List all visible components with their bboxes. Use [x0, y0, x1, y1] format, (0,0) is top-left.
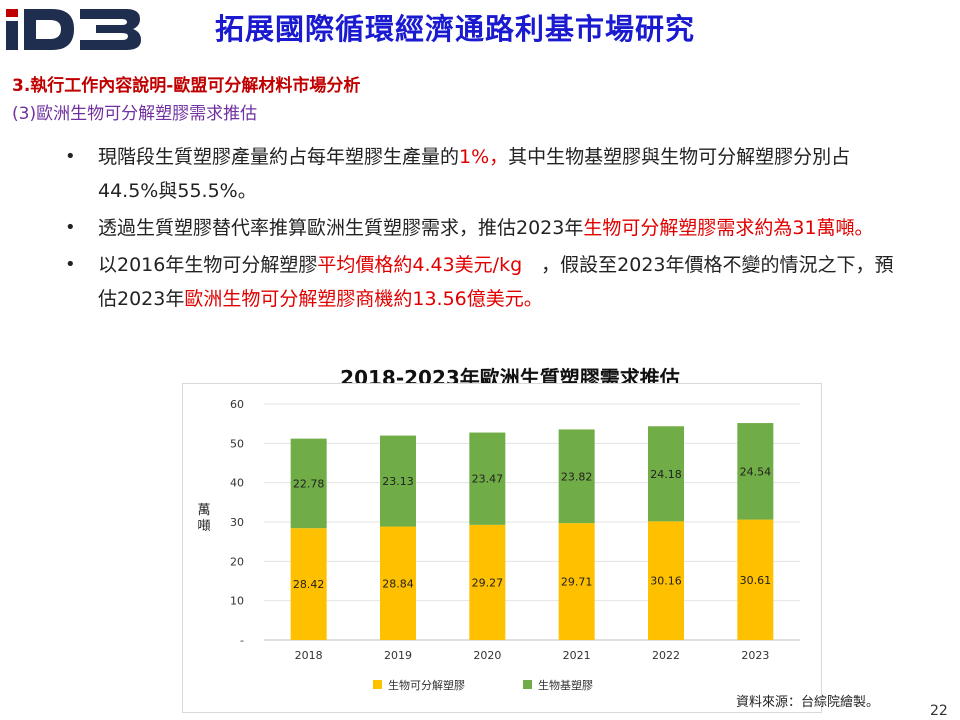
bullet-highlight: 1%， [459, 146, 509, 168]
data-label: 28.84 [382, 577, 414, 590]
bar-biodegradable [380, 526, 416, 640]
data-label: 29.27 [472, 576, 504, 589]
data-label: 23.13 [382, 475, 414, 488]
x-tick-label: 2019 [384, 649, 412, 662]
bar-biodegradable [648, 521, 684, 640]
data-label: 29.71 [561, 576, 593, 589]
bar-biobased [290, 438, 327, 529]
bar-biobased [648, 426, 684, 522]
chart-area: - 10 20 30 40 50 60 萬噸 28.42 22.78 2018 28.84 23.13 2… [182, 383, 822, 713]
bar-biodegradable [469, 524, 506, 640]
x-tick-label: 2023 [741, 649, 769, 662]
bar-biodegradable [558, 523, 595, 640]
data-label: 24.54 [740, 465, 772, 478]
bar-biodegradable [290, 528, 327, 640]
bullet-item: 現階段生質塑膠產量約占每年塑膠生產量的1%，其中生物基塑膠與生物可分解塑膠分別占… [65, 140, 900, 208]
data-label: 24.18 [650, 468, 682, 481]
page-title: 拓展國際循環經濟通路利基市場研究 [215, 12, 696, 46]
data-label: 30.16 [650, 575, 682, 588]
section-title: 3.執行工作內容說明-歐盟可分解材料市場分析 [12, 76, 361, 96]
page-number: 22 [930, 703, 948, 719]
idb-logo [6, 9, 141, 50]
y-tick-label: 60 [230, 398, 244, 411]
bullet-text: 現階段生質塑膠產量約占每年塑膠生產量的 [98, 146, 460, 168]
bar-biobased [737, 423, 774, 520]
bullet-text: 透過生質塑膠替代率推算歐洲生質塑膠需求，推估2023年 [98, 217, 584, 239]
bullet-highlight: 生物可分解塑膠需求約為31萬噸。 [583, 217, 874, 239]
y-tick-label: - [240, 634, 244, 647]
subsection-title: (3)歐洲生物可分解塑膠需求推估 [12, 104, 258, 124]
bullet-highlight: 平均價格約4.43美元/kg [317, 254, 523, 276]
x-tick-label: 2021 [563, 649, 591, 662]
legend-swatch-biobased [523, 680, 532, 689]
x-tick-label: 2018 [295, 649, 323, 662]
y-tick-label: 20 [230, 555, 244, 568]
y-tick-label: 10 [230, 595, 244, 608]
bullet-text: 其中生物基塑膠與生物可分解塑膠分別占44.5%與55.5%。 [98, 146, 851, 202]
bullet-text: 以2016年生物可分解塑膠 [98, 254, 318, 276]
bar-biobased [380, 435, 416, 527]
x-tick-label: 2020 [473, 649, 501, 662]
legend-label: 生物基塑膠 [538, 678, 593, 692]
bar-biodegradable [737, 519, 774, 640]
data-label: 23.47 [472, 473, 504, 486]
stacked-bar-chart: - 10 20 30 40 50 60 萬噸 28.42 22.78 2018 28.84 23.13 2… [197, 398, 800, 692]
data-label: 28.42 [293, 578, 325, 591]
bar-biobased [469, 432, 506, 525]
y-tick-label: 50 [230, 437, 244, 450]
data-label: 22.78 [293, 477, 325, 490]
bar-biobased [558, 429, 595, 524]
data-label: 23.82 [561, 470, 593, 483]
y-axis-label: 萬噸 [197, 503, 210, 534]
y-tick-label: 40 [230, 477, 244, 490]
bullet-highlight: 歐洲生物可分解塑膠商機約13.56億美元。 [184, 288, 543, 310]
bullet-list: 現階段生質塑膠產量約占每年塑膠生產量的1%，其中生物基塑膠與生物可分解塑膠分別占… [65, 140, 900, 319]
legend-label: 生物可分解塑膠 [388, 678, 465, 692]
x-tick-label: 2022 [652, 649, 680, 662]
bullet-text: ，假設至2023年價格不變的情況之下，預估2023年 [98, 254, 894, 310]
source-note: 資料來源：台綜院繪製。 [736, 695, 880, 710]
y-tick-label: 30 [230, 516, 244, 529]
bullet-item: 透過生質塑膠替代率推算歐洲生質塑膠需求，推估2023年生物可分解塑膠需求約為31… [65, 211, 900, 245]
legend-swatch-biodegradable [373, 680, 382, 689]
data-label: 30.61 [740, 574, 772, 587]
bullet-item: 以2016年生物可分解塑膠平均價格約4.43美元/kg ，假設至2023年價格不… [65, 248, 900, 316]
